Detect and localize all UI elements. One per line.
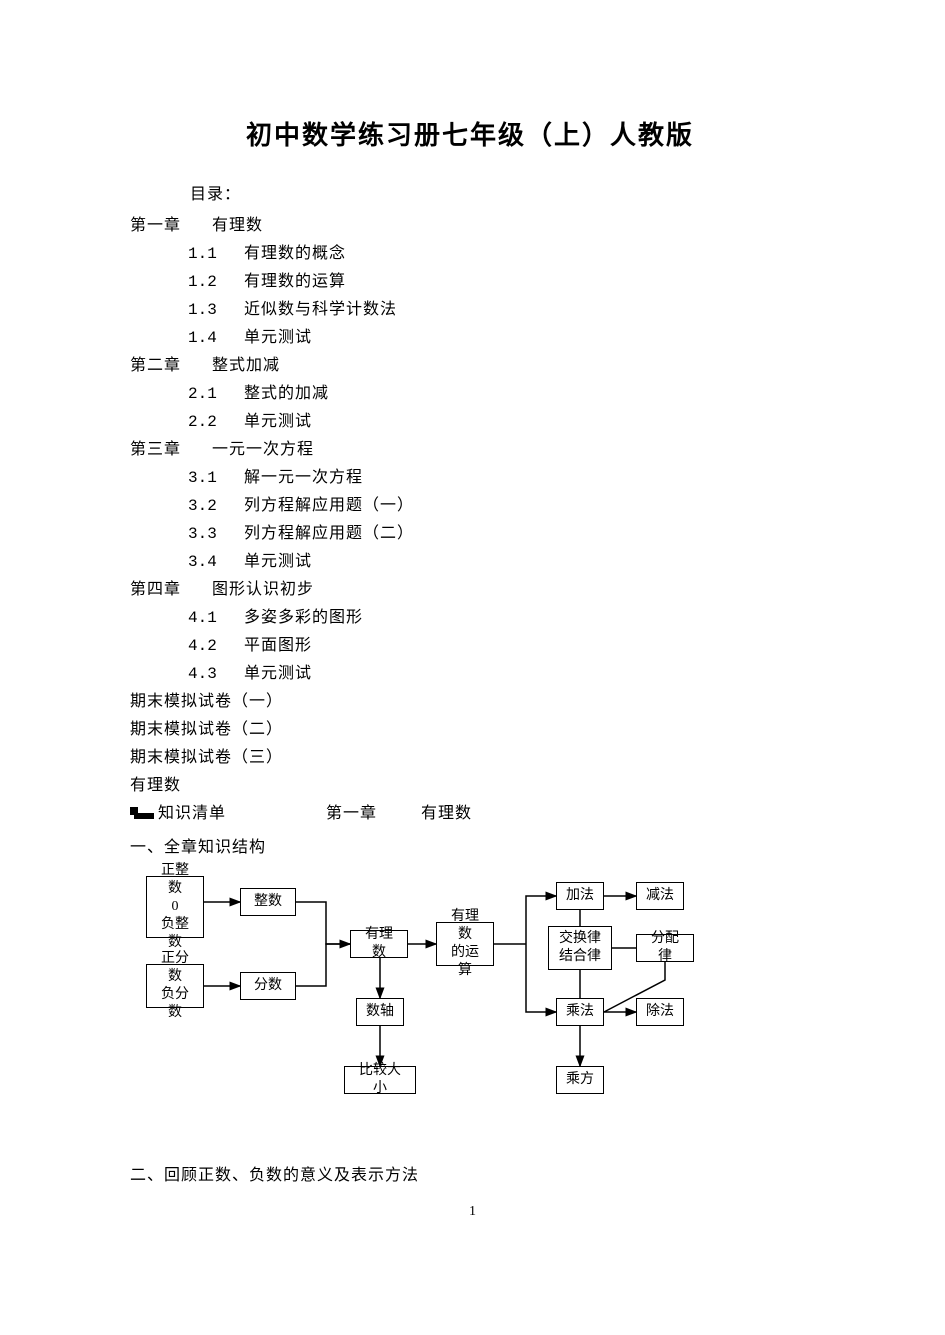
section-line: 2.2单元测试 [188, 408, 810, 436]
section-line: 1.4单元测试 [188, 324, 810, 352]
section-line: 4.2平面图形 [188, 632, 810, 660]
section-line: 3.4单元测试 [188, 548, 810, 576]
diagram-edge [296, 902, 350, 944]
diagram-edge [296, 944, 350, 986]
section-line: 4.3单元测试 [188, 660, 810, 688]
extra-line: 有理数 [130, 772, 810, 800]
diagram-node: 数轴 [356, 998, 404, 1026]
toc: 第一章有理数1.1有理数的概念1.2有理数的运算1.3近似数与科学计数法1.4单… [130, 212, 810, 688]
section-number: 2.2 [188, 408, 244, 436]
section-title: 解一元一次方程 [244, 469, 363, 486]
section-number: 3.2 [188, 492, 244, 520]
diagram-node: 正整数0负整数 [146, 876, 204, 938]
chapter-title: 图形认识初步 [212, 581, 314, 598]
section-line: 4.1多姿多彩的图形 [188, 604, 810, 632]
chapter-number: 第二章 [130, 352, 212, 380]
chapter-title: 一元一次方程 [212, 441, 314, 458]
section-title: 列方程解应用题（一） [244, 497, 414, 514]
diagram-node: 加法 [556, 882, 604, 910]
section-title: 有理数的概念 [244, 245, 346, 262]
section-number: 1.3 [188, 296, 244, 324]
section-line: 3.1解一元一次方程 [188, 464, 810, 492]
knowledge-heading: 知识清单 第一章 有理数 [130, 800, 810, 828]
chapter-number: 第三章 [130, 436, 212, 464]
chapter-title: 有理数 [212, 217, 263, 234]
section-title: 平面图形 [244, 637, 312, 654]
section-2-heading: 二、回顾正数、负数的意义及表示方法 [130, 1161, 810, 1185]
section-line: 1.1有理数的概念 [188, 240, 810, 268]
extras: 期末模拟试卷（一）期末模拟试卷（二）期末模拟试卷（三）有理数 [130, 688, 810, 800]
section-title: 有理数的运算 [244, 273, 346, 290]
diagram-node: 除法 [636, 998, 684, 1026]
section-number: 4.1 [188, 604, 244, 632]
diagram-node: 减法 [636, 882, 684, 910]
knowledge-topic: 有理数 [421, 800, 472, 828]
section-number: 1.1 [188, 240, 244, 268]
section-line: 1.3近似数与科学计数法 [188, 296, 810, 324]
section-title: 近似数与科学计数法 [244, 301, 397, 318]
diagram-node: 分配律 [636, 934, 694, 962]
section-1-heading: 一、全章知识结构 [130, 834, 810, 862]
diagram-node: 有理数 [350, 930, 408, 958]
chapter-number: 第一章 [130, 212, 212, 240]
section-line: 3.2列方程解应用题（一） [188, 492, 810, 520]
diagram-node: 交换律结合律 [548, 926, 612, 970]
section-title: 单元测试 [244, 553, 312, 570]
section-number: 3.3 [188, 520, 244, 548]
section-number: 3.4 [188, 548, 244, 576]
section-title: 整式的加减 [244, 385, 329, 402]
knowledge-label: 知识清单 [158, 800, 226, 828]
knowledge-structure-diagram: 正整数0负整数 整数正分数负分数 分数 有理数数轴比较大小 有理数的运算 加法 减法交换律结… [138, 876, 778, 1106]
section-number: 3.1 [188, 464, 244, 492]
section-title: 列方程解应用题（二） [244, 525, 414, 542]
extra-line: 期末模拟试卷（一） [130, 688, 810, 716]
section-line: 1.2有理数的运算 [188, 268, 810, 296]
section-number: 1.2 [188, 268, 244, 296]
section-title: 多姿多彩的图形 [244, 609, 363, 626]
section-title: 单元测试 [244, 329, 312, 346]
extra-line: 期末模拟试卷（二） [130, 716, 810, 744]
diagram-node: 比较大小 [344, 1066, 416, 1094]
section-line: 2.1整式的加减 [188, 380, 810, 408]
diagram-node: 乘法 [556, 998, 604, 1026]
chapter-number: 第四章 [130, 576, 212, 604]
chapter-line: 第二章整式加减 [130, 352, 810, 380]
diagram-node: 有理数的运算 [436, 922, 494, 966]
diagram-node: 分数 [240, 972, 296, 1000]
flag-icon [130, 807, 156, 821]
chapter-line: 第三章一元一次方程 [130, 436, 810, 464]
section-number: 4.2 [188, 632, 244, 660]
section-line: 3.3列方程解应用题（二） [188, 520, 810, 548]
section-title: 单元测试 [244, 665, 312, 682]
chapter-line: 第四章图形认识初步 [130, 576, 810, 604]
page-title: 初中数学练习册七年级（上）人教版 [130, 115, 810, 152]
section-title: 单元测试 [244, 413, 312, 430]
section-number: 4.3 [188, 660, 244, 688]
page-number: 1 [0, 1204, 945, 1220]
knowledge-chapter: 第一章 [326, 800, 421, 828]
diagram-node: 正分数负分数 [146, 964, 204, 1008]
extra-line: 期末模拟试卷（三） [130, 744, 810, 772]
toc-label: 目录： [190, 180, 810, 204]
chapter-line: 第一章有理数 [130, 212, 810, 240]
diagram-node: 乘方 [556, 1066, 604, 1094]
section-number: 2.1 [188, 380, 244, 408]
diagram-node: 整数 [240, 888, 296, 916]
chapter-title: 整式加减 [212, 357, 280, 374]
section-number: 1.4 [188, 324, 244, 352]
